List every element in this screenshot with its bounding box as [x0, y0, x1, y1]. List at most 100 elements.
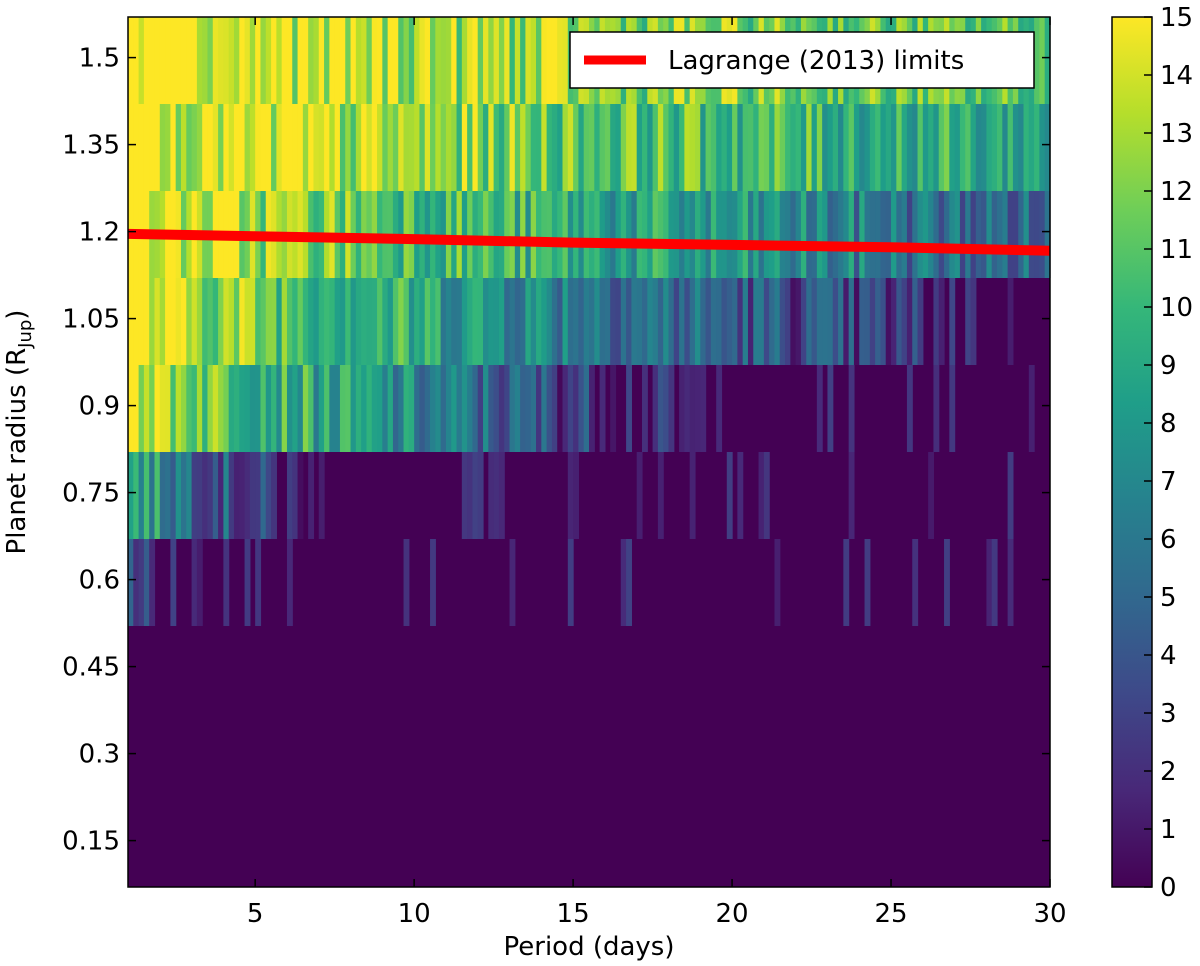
heatmap-cell [726, 104, 733, 191]
heatmap-cell [472, 365, 479, 452]
colorbar-tick-label: 8 [1160, 409, 1177, 439]
heatmap-cell [170, 365, 177, 452]
heatmap-cell [726, 278, 733, 365]
heatmap-cell [732, 104, 738, 191]
heatmap-cell [970, 278, 977, 365]
heatmap-cell [451, 104, 458, 191]
heatmap-cell [149, 452, 156, 539]
heatmap-cell [202, 365, 209, 452]
heatmap-cell [186, 278, 193, 365]
heatmap-cell [329, 104, 336, 191]
heatmap-cell [392, 365, 399, 452]
heatmap-cell [869, 278, 876, 365]
heatmap-cell [981, 191, 988, 278]
heatmap-cell [218, 104, 224, 191]
heatmap-cell [641, 365, 648, 452]
heatmap-cell [573, 104, 579, 191]
heatmap-cell [811, 278, 818, 365]
heatmap-cell [822, 191, 829, 278]
heatmap-cell [769, 191, 776, 278]
heatmap-cell [324, 17, 330, 104]
heatmap-cell [1007, 104, 1014, 191]
heatmap-cell [467, 278, 474, 365]
heatmap-cell [1002, 104, 1009, 191]
heatmap-cell [891, 278, 897, 365]
heatmap-cell [207, 17, 214, 104]
heatmap-cell [387, 17, 394, 104]
heatmap-cell [875, 104, 882, 191]
heatmap-cell [721, 104, 728, 191]
heatmap-cell [461, 452, 468, 539]
heatmap-cell [906, 365, 913, 452]
heatmap-cell [281, 365, 288, 452]
heatmap-cell [498, 278, 505, 365]
heatmap-cell [689, 365, 696, 452]
heatmap-cell [207, 365, 214, 452]
y-axis-label-close: ) [2, 310, 32, 320]
heatmap-cell [318, 278, 325, 365]
heatmap-cell [202, 452, 209, 539]
heatmap-cell [959, 104, 966, 191]
heatmap-cell [885, 104, 892, 191]
heatmap-cell [191, 104, 198, 191]
heatmap-cell [1023, 104, 1030, 191]
heatmap-cell [551, 365, 558, 452]
heatmap-cell [149, 104, 156, 191]
heatmap-cell [525, 104, 532, 191]
heatmap-cell [1018, 191, 1025, 278]
x-tick-label: 30 [1033, 899, 1066, 929]
heatmap-cell [811, 191, 818, 278]
heatmap-cell [281, 278, 288, 365]
heatmap-cell [525, 278, 532, 365]
heatmap-cell [493, 452, 500, 539]
heatmap-cell [223, 278, 230, 365]
heatmap-cell [938, 104, 945, 191]
heatmap-cell [986, 191, 993, 278]
heatmap-cell [180, 452, 187, 539]
heatmap-cell [631, 104, 638, 191]
heatmap-cell [800, 278, 807, 365]
heatmap-cell [732, 278, 738, 365]
heatmap-cell [700, 365, 707, 452]
heatmap-cell [599, 191, 606, 278]
heatmap-cell [1028, 191, 1035, 278]
heatmap-cell [493, 365, 500, 452]
heatmap-cell [233, 104, 240, 191]
heatmap-cell [864, 191, 871, 278]
heatmap-cell [467, 104, 474, 191]
heatmap-cell [414, 104, 421, 191]
heatmap-cell [180, 17, 187, 104]
heatmap-cell [838, 191, 844, 278]
heatmap-cell [906, 104, 913, 191]
heatmap-cell [514, 17, 521, 104]
heatmap-cell [493, 191, 500, 278]
heatmap-cell [726, 191, 733, 278]
heatmap-cell [562, 365, 569, 452]
heatmap-cell [520, 191, 527, 278]
heatmap-cell [430, 17, 436, 104]
heatmap-cell [1028, 104, 1035, 191]
heatmap-cell [525, 17, 532, 104]
heatmap-cell [292, 104, 299, 191]
heatmap-cell [928, 104, 935, 191]
heatmap-cell [573, 452, 579, 539]
heatmap-cell [589, 365, 595, 452]
heatmap-cell [382, 104, 389, 191]
heatmap-cell [286, 452, 293, 539]
heatmap-cell [1002, 191, 1009, 278]
heatmap-cell [795, 104, 802, 191]
heatmap-cell [212, 452, 219, 539]
heatmap-cell [509, 539, 516, 626]
heatmap-cell [520, 104, 527, 191]
colorbar-tick-label: 12 [1160, 177, 1193, 207]
heatmap-cell [456, 104, 463, 191]
heatmap-cell [202, 104, 209, 191]
heatmap-cell [636, 191, 643, 278]
heatmap-cell [292, 17, 299, 104]
heatmap-cell [514, 365, 521, 452]
heatmap-cell [297, 17, 304, 104]
heatmap-cell [710, 278, 717, 365]
heatmap-cell [255, 17, 262, 104]
heatmap-cell [191, 539, 198, 626]
heatmap-cell [933, 104, 940, 191]
